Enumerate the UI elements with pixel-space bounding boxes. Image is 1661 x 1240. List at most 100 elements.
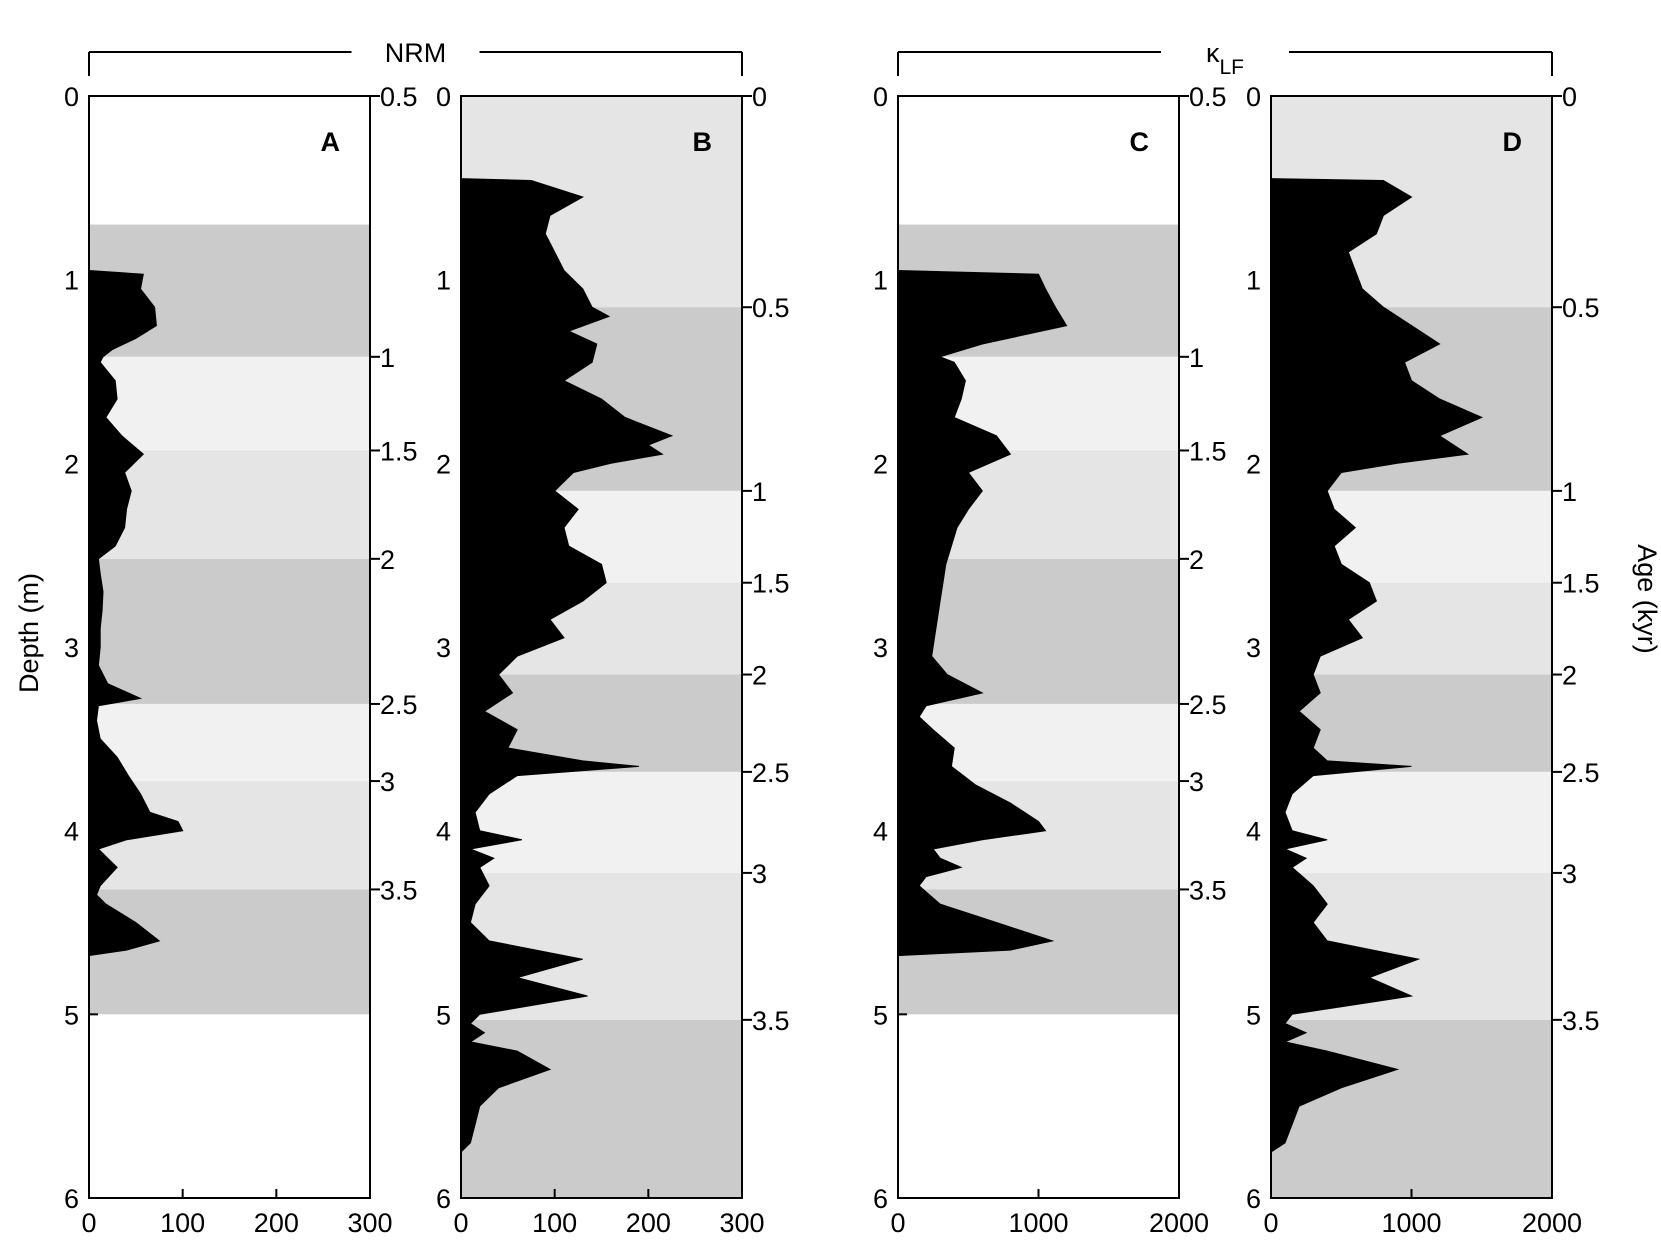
shade-band-4	[89, 558, 370, 704]
x-tick-label: 2000	[1149, 1208, 1209, 1238]
age-tick-label: 3.5	[380, 875, 418, 905]
x-tick-label: 1000	[1008, 1208, 1068, 1238]
group-header-label: κLF	[1206, 38, 1244, 79]
age-axis: 0 0.5 1 1.5 2 2.5 3 3.5	[1552, 82, 1600, 1036]
group-header-label: NRM	[385, 38, 447, 68]
y2-axis-title: Age (kyr)	[1632, 544, 1661, 654]
panel-letter: C	[1130, 127, 1150, 157]
depth-tick-label: 1	[1246, 266, 1261, 296]
depth-tick-label: 5	[1246, 1000, 1261, 1030]
depth-axis: 0 1 2 3 4 5 6	[436, 82, 470, 1214]
x-axis: 0 1000 2000	[890, 1189, 1209, 1238]
age-axis: 0 0.5 1 1.5 2 2.5 3 3.5	[742, 82, 790, 1036]
age-tick-label: 2.5	[1189, 690, 1227, 720]
x-axis: 0 1000 2000	[1263, 1189, 1582, 1238]
depth-tick-label: 5	[436, 1000, 451, 1030]
panel-letter: D	[1503, 127, 1523, 157]
depth-tick-label: 4	[873, 817, 888, 847]
shade-band-7	[89, 889, 370, 1015]
depth-tick-label: 1	[64, 266, 79, 296]
age-tick-label: 0.5	[1562, 293, 1600, 323]
panel-c: 0 1 2 3 4 5 6 0.5 1 1.5 2 2.5 3 3.5 0 1000 2000 C	[873, 82, 1227, 1238]
x-tick-label: 0	[890, 1208, 905, 1238]
age-tick-label: 0.5	[752, 293, 790, 323]
age-tick-label: 3	[1562, 859, 1577, 889]
depth-tick-label: 3	[873, 633, 888, 663]
depth-tick-label: 4	[64, 817, 79, 847]
shade-band-5	[89, 703, 370, 782]
x-tick-label: 300	[347, 1208, 392, 1238]
shade-band-3	[89, 450, 370, 559]
depth-tick-label: 2	[436, 449, 451, 479]
depth-tick-label: 5	[873, 1000, 888, 1030]
age-tick-label: 1.5	[1189, 436, 1227, 466]
depth-tick-label: 6	[1246, 1184, 1261, 1214]
depth-tick-label: 4	[1246, 817, 1261, 847]
age-tick-label: 0	[1562, 82, 1577, 112]
shade-band-6	[461, 771, 742, 873]
age-tick-label: 1	[752, 477, 767, 507]
age-tick-label: 1.5	[752, 569, 790, 599]
shade-bands	[89, 224, 370, 1015]
x-tick-label: 200	[626, 1208, 671, 1238]
x-axis: 0 100 200 300	[453, 1189, 765, 1238]
age-tick-label: 3	[1189, 767, 1204, 797]
age-tick-label: 3.5	[1562, 1006, 1600, 1036]
depth-tick-label: 1	[873, 266, 888, 296]
age-axis: 0.5 1 1.5 2 2.5 3 3.5	[370, 82, 418, 905]
depth-tick-label: 3	[64, 633, 79, 663]
shade-band-2	[89, 356, 370, 451]
panel-a: 0 1 2 3 4 5 6 0.5 1 1.5 2 2.5 3 3.5 0 100 200 300 A Depth (…	[14, 82, 418, 1238]
data-area	[88, 270, 184, 957]
x-tick-label: 2000	[1522, 1208, 1582, 1238]
y-axis-title: Depth (m)	[14, 573, 44, 693]
depth-tick-label: 0	[436, 82, 451, 112]
depth-tick-label: 2	[64, 449, 79, 479]
depth-axis: 0 1 2 3 4 5 6	[64, 82, 98, 1214]
depth-tick-label: 2	[1246, 449, 1261, 479]
age-tick-label: 2	[380, 545, 395, 575]
x-tick-label: 0	[81, 1208, 96, 1238]
depth-tick-label: 6	[64, 1184, 79, 1214]
depth-tick-label: 0	[1246, 82, 1261, 112]
x-tick-label: 0	[453, 1208, 468, 1238]
age-tick-label: 3.5	[752, 1006, 790, 1036]
x-tick-label: 100	[532, 1208, 577, 1238]
depth-axis: 0 1 2 3 4 5 6	[873, 82, 907, 1214]
shade-band-8	[1271, 1019, 1552, 1198]
x-tick-label: 300	[719, 1208, 764, 1238]
data-area	[1270, 178, 1484, 1154]
shade-band-6	[1271, 771, 1552, 873]
depth-tick-label: 3	[1246, 633, 1261, 663]
x-tick-label: 1000	[1381, 1208, 1441, 1238]
panel-letter: B	[693, 127, 713, 157]
depth-tick-label: 0	[64, 82, 79, 112]
age-tick-label: 1.5	[1562, 569, 1600, 599]
panel-letter: A	[321, 127, 341, 157]
x-tick-label: 0	[1263, 1208, 1278, 1238]
depth-tick-label: 1	[436, 266, 451, 296]
depth-tick-label: 6	[436, 1184, 451, 1214]
age-tick-label: 1	[1562, 477, 1577, 507]
age-tick-label: 1	[1189, 343, 1204, 373]
age-axis: 0.5 1 1.5 2 2.5 3 3.5	[1179, 82, 1227, 905]
depth-axis: 0 1 2 3 4 5 6	[1246, 82, 1280, 1214]
depth-tick-label: 6	[873, 1184, 888, 1214]
age-tick-label: 0.5	[380, 82, 418, 112]
x-axis: 0 100 200 300	[81, 1189, 393, 1238]
age-tick-label: 0	[752, 82, 767, 112]
x-tick-label: 200	[254, 1208, 299, 1238]
age-tick-label: 3	[380, 767, 395, 797]
age-tick-label: 0.5	[1189, 82, 1227, 112]
age-tick-label: 3	[752, 859, 767, 889]
age-tick-label: 1.5	[380, 436, 418, 466]
depth-tick-label: 3	[436, 633, 451, 663]
age-tick-label: 3.5	[1189, 875, 1227, 905]
depth-tick-label: 2	[873, 449, 888, 479]
group-header-1: NRM	[88, 38, 743, 76]
age-tick-label: 2	[752, 661, 767, 691]
age-tick-label: 2	[1189, 545, 1204, 575]
